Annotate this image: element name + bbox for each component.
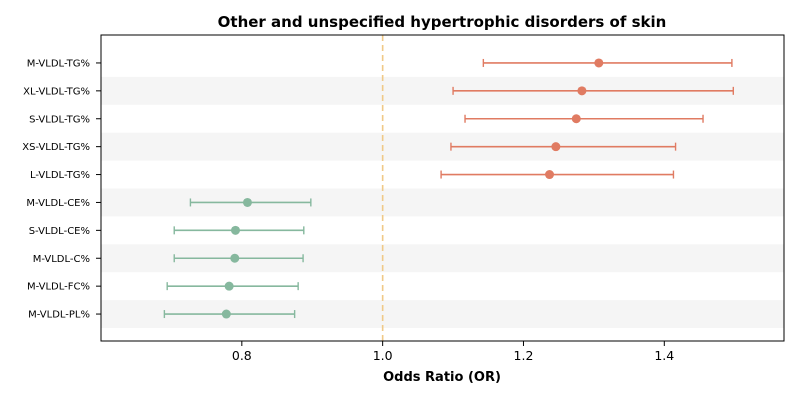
or-point (221, 309, 231, 319)
y-tick-label: XS-VLDL-TG% (22, 142, 90, 153)
plot-frame (100, 34, 785, 342)
or-point (577, 86, 587, 96)
or-point (224, 281, 234, 291)
y-tick-label: M-VLDL-TG% (27, 58, 90, 69)
y-tick-label: M-VLDL-CE% (26, 198, 90, 209)
x-tick-label: 1.2 (514, 348, 534, 363)
x-axis-label: Odds Ratio (OR) (383, 370, 501, 385)
chart-title: Other and unspecified hypertrophic disor… (218, 13, 667, 31)
or-point (230, 253, 240, 263)
confidence-intervals (163, 58, 735, 319)
y-tick-label: S-VLDL-CE% (29, 226, 90, 237)
or-point (230, 225, 240, 235)
or-point (551, 142, 561, 152)
x-tick-label: 1.0 (373, 348, 393, 363)
row-shade (101, 132, 784, 161)
y-tick-label: L-VLDL-TG% (30, 170, 90, 181)
y-axis-labels: M-VLDL-TG% XL-VLDL-TG% S-VLDL-TG% XS-VLDL-T… (22, 58, 101, 321)
y-tick-label: M-VLDL-FC% (27, 282, 90, 293)
x-tick-label: 1.4 (654, 348, 674, 363)
x-tick-label: 0.8 (232, 348, 252, 363)
or-point (571, 114, 581, 124)
or-point (242, 197, 252, 207)
y-tick-label: M-VLDL-PL% (28, 310, 90, 321)
y-tick-label: XL-VLDL-TG% (23, 86, 90, 97)
x-axis-ticks: 0.8 1.0 1.2 1.4 (232, 341, 674, 363)
y-tick-label: S-VLDL-TG% (29, 114, 90, 125)
or-point (545, 170, 555, 180)
y-tick-label: M-VLDL-C% (33, 254, 90, 265)
or-point (594, 58, 604, 68)
